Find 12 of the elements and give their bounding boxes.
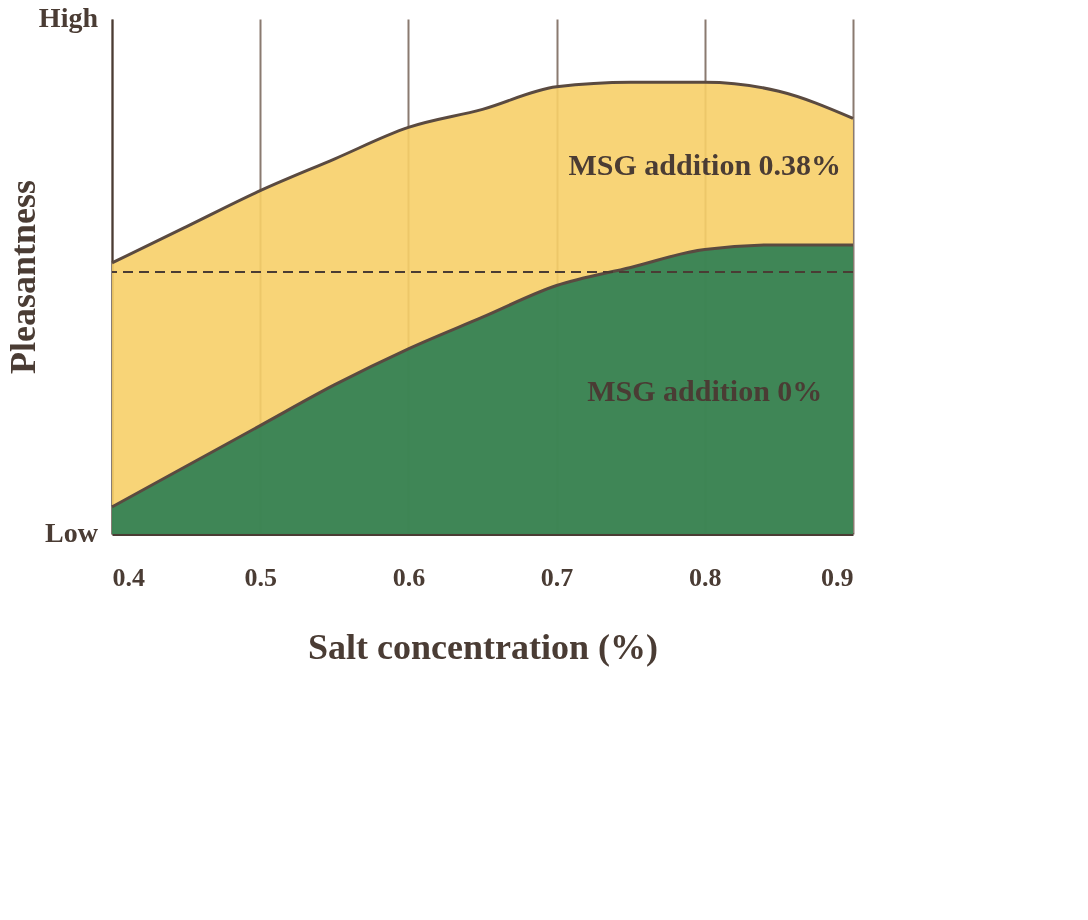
y-axis-title: Pleasantness: [2, 179, 43, 375]
x-tick-label: 0.9: [821, 562, 854, 592]
x-tick-label: 0.5: [244, 562, 277, 592]
text: High: [38, 2, 99, 33]
series-label: MSG addition 0.38%: [568, 147, 842, 181]
x-tick-label: 0.6: [392, 562, 426, 592]
x-tick-label: 0.8: [689, 562, 722, 592]
series-label: MSG addition 0%: [587, 373, 823, 407]
x-tick-label: 0.4: [112, 562, 145, 592]
x-axis-title: Salt concentration (%): [308, 626, 658, 667]
text: Low: [45, 517, 99, 548]
x-tick-label: 0.7: [540, 562, 574, 592]
